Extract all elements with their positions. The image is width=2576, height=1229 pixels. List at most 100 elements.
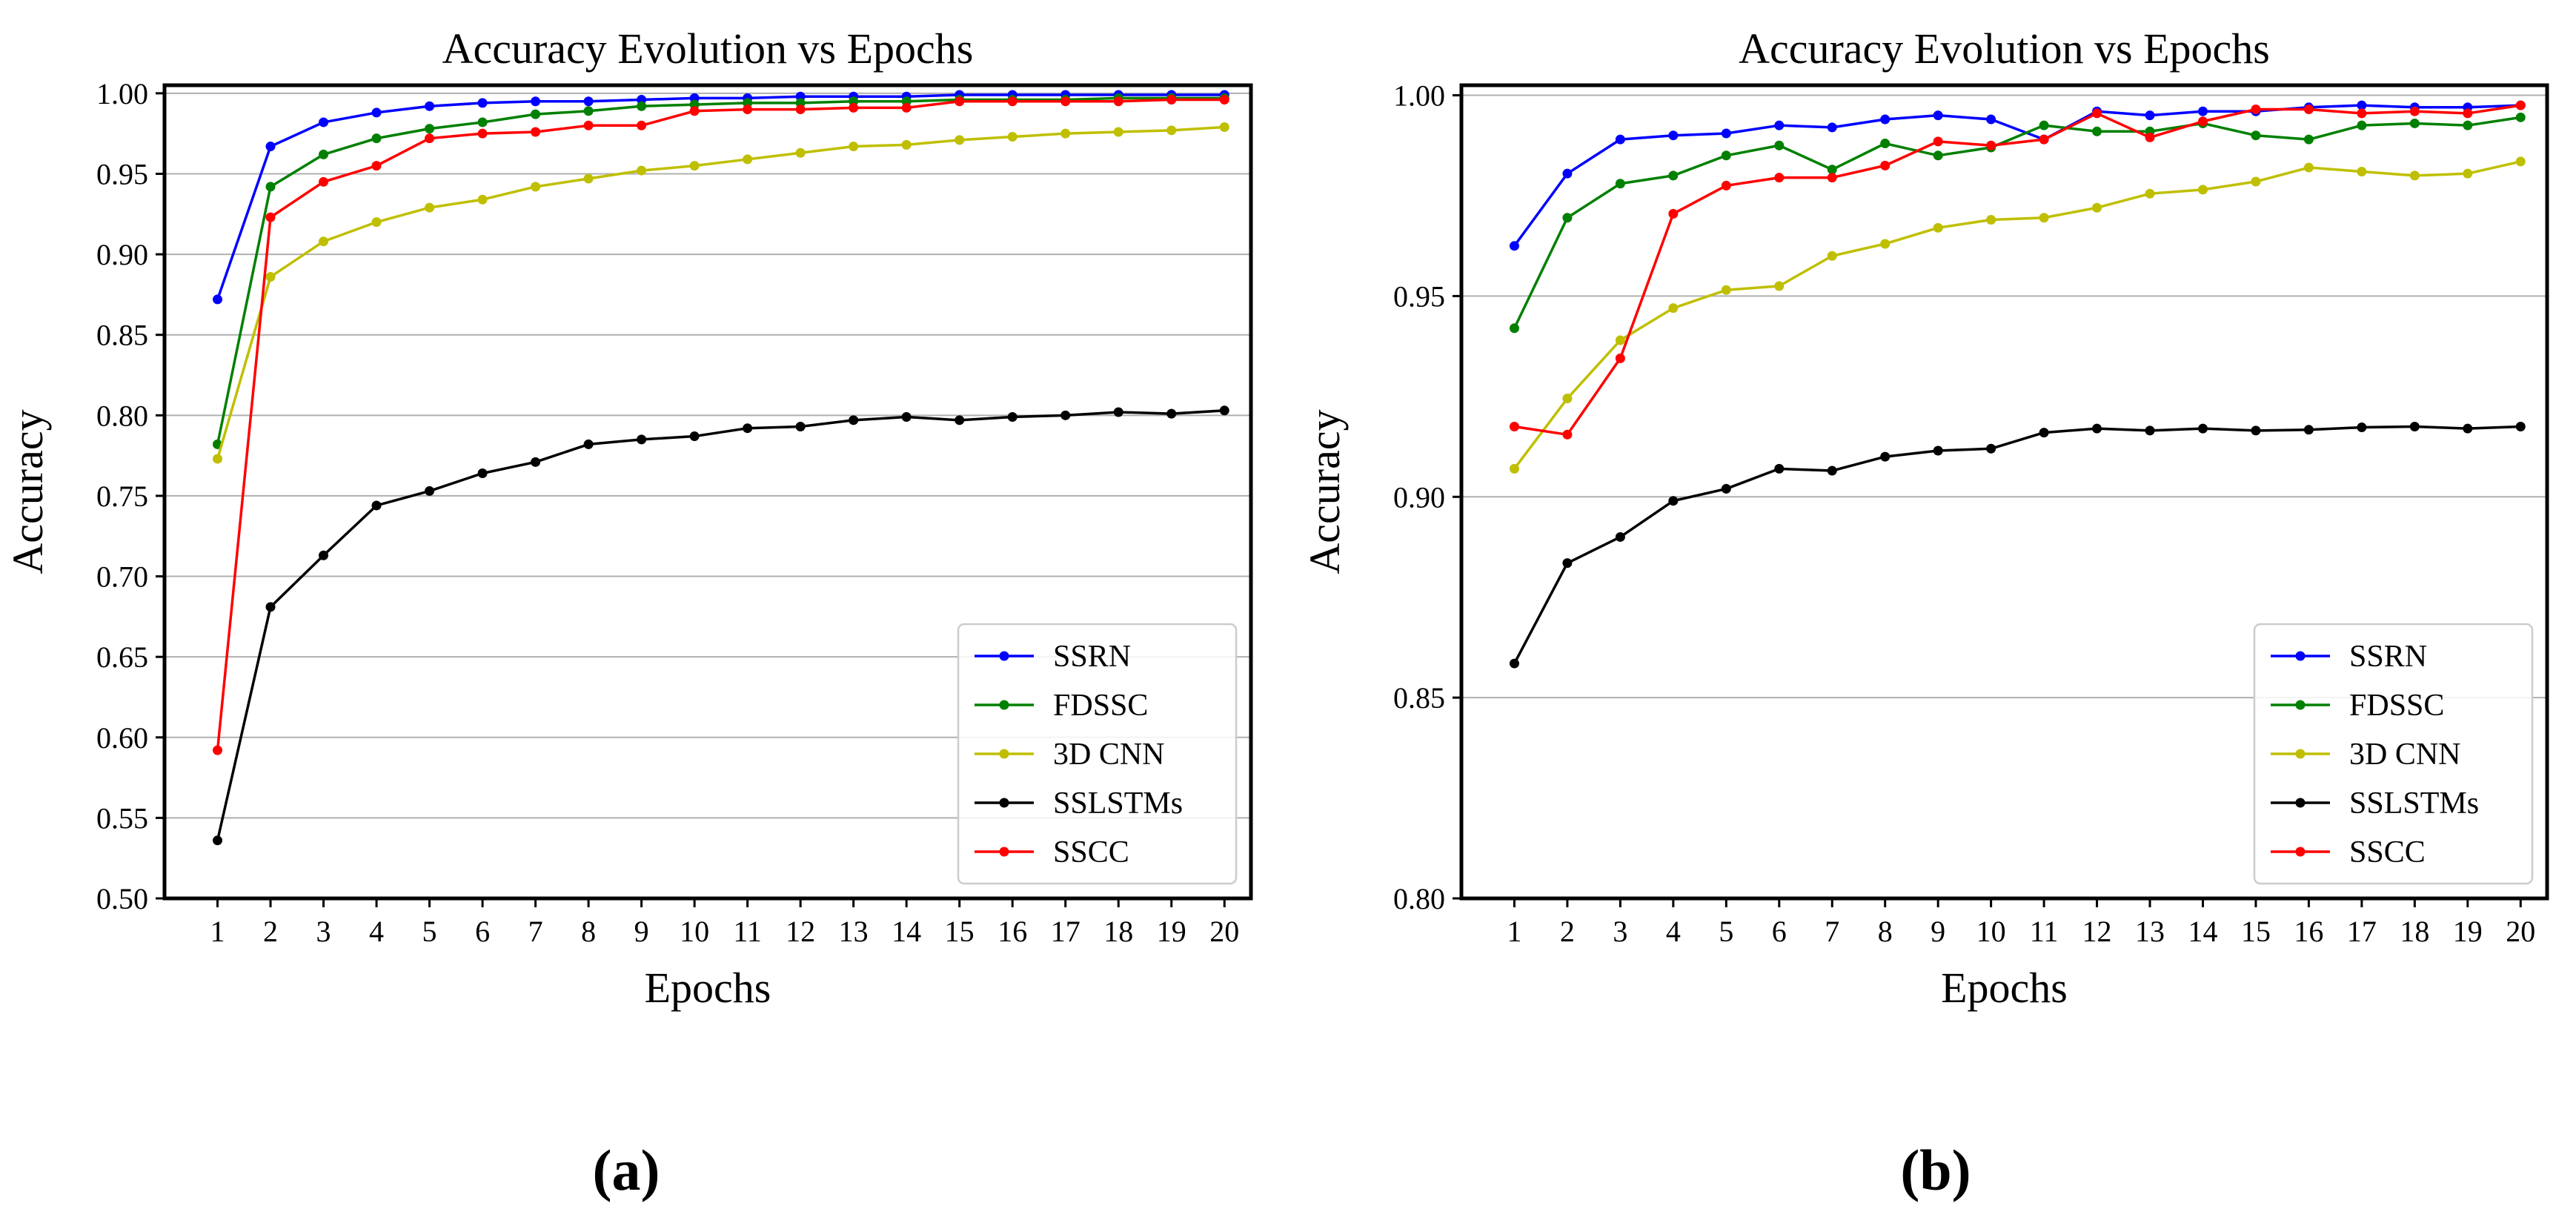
data-point-3d-cnn xyxy=(2303,162,2314,173)
data-point-sslstms xyxy=(2092,423,2102,434)
x-tick-label: 9 xyxy=(634,915,649,948)
x-axis-label: Epochs xyxy=(1941,964,2068,1012)
data-point-3d-cnn xyxy=(2409,170,2420,181)
data-point-ssrn xyxy=(2145,110,2155,121)
data-point-sscc xyxy=(1827,173,1837,183)
data-point-3d-cnn xyxy=(2515,156,2526,167)
x-tick-label: 10 xyxy=(1976,915,2006,948)
data-point-sslstms xyxy=(1562,558,1573,569)
legend-label-ssrn: SSRN xyxy=(1053,640,1131,674)
data-point-fdssc xyxy=(1774,140,1785,150)
data-point-sslstms xyxy=(2251,425,2261,436)
data-point-3d-cnn xyxy=(531,182,541,192)
data-point-ssrn xyxy=(371,107,382,118)
legend-label-sslstms: SSLSTMs xyxy=(1053,786,1183,821)
data-point-fdssc xyxy=(1562,213,1573,223)
data-point-fdssc xyxy=(1509,323,1519,334)
x-tick-label: 17 xyxy=(2347,915,2377,948)
data-point-3d-cnn xyxy=(1668,303,1679,314)
data-point-sslstms xyxy=(1721,483,1731,494)
data-point-3d-cnn xyxy=(1774,281,1785,291)
legend-label-sscc: SSCC xyxy=(2349,835,2426,869)
data-point-3d-cnn xyxy=(2039,213,2049,223)
data-point-ssrn xyxy=(2197,106,2208,116)
y-tick-label: 0.95 xyxy=(1393,279,1445,313)
data-point-ssrn xyxy=(1668,130,1679,141)
data-point-3d-cnn xyxy=(425,202,435,213)
x-tick-label: 16 xyxy=(2294,915,2323,948)
legend-marker-sslstms xyxy=(2295,798,2306,808)
data-point-fdssc xyxy=(371,133,382,144)
data-point-sscc xyxy=(2463,108,2473,119)
data-point-3d-cnn xyxy=(1509,463,1519,474)
data-point-fdssc xyxy=(425,124,435,134)
data-point-3d-cnn xyxy=(371,217,382,228)
data-point-ssrn xyxy=(1509,241,1519,251)
data-point-sslstms xyxy=(319,550,329,560)
x-tick-label: 7 xyxy=(1825,915,1839,948)
data-point-3d-cnn xyxy=(2251,176,2261,187)
legend-marker-sscc xyxy=(999,847,1009,857)
data-point-sslstms xyxy=(2357,423,2367,433)
data-point-sslstms xyxy=(1509,658,1519,669)
data-point-sslstms xyxy=(849,415,859,425)
data-point-sslstms xyxy=(1880,451,1890,462)
data-point-sscc xyxy=(689,106,700,116)
y-tick-label: 0.95 xyxy=(96,157,148,191)
data-point-fdssc xyxy=(2463,120,2473,130)
panel-label-a: (a) xyxy=(593,1138,660,1202)
x-tick-label: 18 xyxy=(1103,915,1133,948)
data-point-sscc xyxy=(1774,173,1785,183)
data-point-fdssc xyxy=(265,182,276,192)
data-point-sslstms xyxy=(1007,411,1018,422)
x-tick-label: 3 xyxy=(1613,915,1627,948)
data-point-sscc xyxy=(1166,95,1177,105)
plot-frame xyxy=(1459,83,2549,901)
chart-title: Accuracy Evolution vs Epochs xyxy=(442,24,974,73)
data-point-sslstms xyxy=(743,423,753,434)
data-point-fdssc xyxy=(531,109,541,119)
data-point-3d-cnn xyxy=(849,142,859,152)
plot-frame xyxy=(162,83,1253,901)
data-point-sscc xyxy=(265,212,276,222)
data-point-ssrn xyxy=(2357,100,2367,110)
legend-marker-sscc xyxy=(2295,847,2306,857)
data-point-sscc xyxy=(2357,108,2367,119)
x-tick-label: 15 xyxy=(2241,915,2271,948)
data-point-sslstms xyxy=(1827,466,1837,476)
data-point-3d-cnn xyxy=(583,173,594,184)
data-point-fdssc xyxy=(1880,139,1890,149)
x-tick-label: 11 xyxy=(733,915,762,948)
series-line-sscc xyxy=(216,98,1225,751)
x-tick-label: 11 xyxy=(2030,915,2059,948)
y-tick-label: 0.55 xyxy=(96,801,148,835)
x-tick-label: 14 xyxy=(892,915,921,948)
data-point-3d-cnn xyxy=(1721,285,1731,295)
y-tick-label: 0.85 xyxy=(96,319,148,352)
data-point-ssrn xyxy=(1880,114,1890,125)
data-point-sscc xyxy=(849,102,859,113)
data-point-3d-cnn xyxy=(2092,202,2102,213)
series-line-fdssc xyxy=(1513,116,2521,329)
legend-label-sscc: SSCC xyxy=(1053,835,1129,869)
legend-label-3d-cnn: 3D CNN xyxy=(1053,738,1165,772)
data-point-3d-cnn xyxy=(901,139,912,150)
data-point-sslstms xyxy=(2039,428,2049,438)
legend-label-fdssc: FDSSC xyxy=(2349,689,2444,723)
data-point-3d-cnn xyxy=(1615,335,1625,345)
data-point-3d-cnn xyxy=(1060,128,1071,139)
x-tick-label: 20 xyxy=(2506,915,2535,948)
x-tick-label: 13 xyxy=(2135,915,2165,948)
data-point-fdssc xyxy=(2303,134,2314,145)
data-point-3d-cnn xyxy=(1986,214,1996,225)
y-tick-label: 0.65 xyxy=(96,640,148,674)
legend-marker-fdssc xyxy=(999,700,1009,710)
series-line-ssrn xyxy=(1513,104,2521,247)
y-tick-label: 0.80 xyxy=(96,399,148,432)
y-tick-label: 0.60 xyxy=(96,721,148,755)
data-point-fdssc xyxy=(1933,150,1943,161)
y-tick-label: 0.80 xyxy=(1393,882,1445,915)
data-point-sslstms xyxy=(1774,463,1785,474)
x-tick-label: 9 xyxy=(1931,915,1945,948)
data-point-sslstms xyxy=(901,411,912,422)
